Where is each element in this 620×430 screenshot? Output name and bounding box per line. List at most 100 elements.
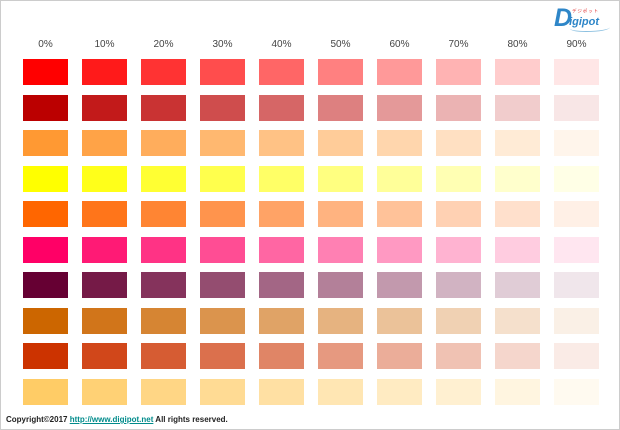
- color-swatch: [554, 201, 599, 227]
- color-swatch: [82, 307, 127, 334]
- column-percent-label: 80%: [507, 39, 528, 50]
- color-swatch: [200, 236, 245, 263]
- color-swatch: [259, 236, 304, 263]
- color-swatch: [141, 165, 186, 192]
- color-swatch: [259, 343, 304, 369]
- column-percent-label: 0%: [38, 39, 53, 50]
- color-swatch: [82, 94, 127, 121]
- color-swatch: [554, 59, 599, 85]
- color-swatch: [23, 378, 68, 405]
- color-swatch: [318, 307, 363, 334]
- color-swatch: [554, 94, 599, 121]
- color-swatch: [436, 165, 481, 192]
- color-swatch: [200, 130, 245, 156]
- color-swatch: [436, 59, 481, 85]
- color-swatch: [436, 272, 481, 298]
- color-swatch: [141, 201, 186, 227]
- color-swatch: [495, 236, 540, 263]
- column-percent-label: 10%: [94, 39, 115, 50]
- color-swatch: [495, 272, 540, 298]
- digipot-logo: デジポット Digipot: [554, 4, 612, 34]
- color-swatch: [259, 307, 304, 334]
- color-swatch: [377, 378, 422, 405]
- color-swatch: [554, 165, 599, 192]
- color-swatch: [23, 272, 68, 298]
- color-swatch: [200, 378, 245, 405]
- logo-d-letter: D: [554, 4, 572, 32]
- color-swatch: [141, 236, 186, 263]
- color-swatch: [318, 272, 363, 298]
- color-swatch: [200, 343, 245, 369]
- color-swatch: [82, 59, 127, 85]
- color-swatch: [82, 378, 127, 405]
- color-swatch: [259, 272, 304, 298]
- color-swatch: [436, 307, 481, 334]
- color-swatch: [377, 94, 422, 121]
- color-swatch: [436, 378, 481, 405]
- color-swatch: [141, 378, 186, 405]
- color-swatch: [259, 378, 304, 405]
- color-swatch: [554, 307, 599, 334]
- color-swatch: [554, 130, 599, 156]
- percent-header-row: 0% 10% 20% 30% 40% 50% 60% 70% 80% 90%: [23, 39, 599, 50]
- color-swatch: [377, 236, 422, 263]
- color-swatch: [141, 307, 186, 334]
- color-swatch: [82, 130, 127, 156]
- color-swatch: [141, 343, 186, 369]
- color-swatch: [141, 272, 186, 298]
- color-swatch: [23, 59, 68, 85]
- color-swatch: [318, 165, 363, 192]
- color-swatch: [259, 165, 304, 192]
- color-swatch: [554, 343, 599, 369]
- color-swatch: [200, 201, 245, 227]
- column-percent-label: 30%: [212, 39, 233, 50]
- color-swatch: [23, 236, 68, 263]
- color-swatch: [82, 272, 127, 298]
- color-swatch: [377, 343, 422, 369]
- color-swatch: [200, 165, 245, 192]
- logo-tagline: デジポット: [572, 8, 600, 15]
- color-swatch: [23, 94, 68, 121]
- color-swatch: [82, 343, 127, 369]
- color-swatch: [377, 201, 422, 227]
- color-swatch: [200, 59, 245, 85]
- color-swatch: [23, 343, 68, 369]
- copyright-suffix: All rights reserved.: [153, 415, 228, 424]
- color-swatch: [259, 59, 304, 85]
- color-swatch: [495, 94, 540, 121]
- color-swatch: [554, 378, 599, 405]
- color-swatch: [259, 94, 304, 121]
- color-swatch: [377, 130, 422, 156]
- color-swatch: [495, 201, 540, 227]
- color-swatch: [141, 130, 186, 156]
- color-swatch: [495, 378, 540, 405]
- color-swatch: [259, 201, 304, 227]
- color-swatch: [377, 165, 422, 192]
- color-swatch: [554, 236, 599, 263]
- copyright-link[interactable]: http://www.digipot.net: [69, 415, 154, 424]
- color-swatch: [318, 236, 363, 263]
- copyright-text: Copyright©2017 http://www.digipot.net Al…: [6, 415, 228, 424]
- column-percent-label: 40%: [271, 39, 292, 50]
- color-swatch: [318, 130, 363, 156]
- color-swatch: [495, 59, 540, 85]
- color-swatch: [318, 343, 363, 369]
- color-swatch: [495, 165, 540, 192]
- color-swatch: [82, 236, 127, 263]
- column-percent-label: 60%: [389, 39, 410, 50]
- column-percent-label: 50%: [330, 39, 351, 50]
- color-swatch: [495, 130, 540, 156]
- color-swatch: [318, 201, 363, 227]
- column-percent-label: 70%: [448, 39, 469, 50]
- color-swatch: [259, 130, 304, 156]
- color-swatch: [554, 272, 599, 298]
- color-swatch: [436, 201, 481, 227]
- column-percent-label: 20%: [153, 39, 174, 50]
- color-swatch: [200, 94, 245, 121]
- color-swatch: [141, 59, 186, 85]
- color-swatch: [377, 59, 422, 85]
- color-swatch: [377, 272, 422, 298]
- color-swatch: [141, 94, 186, 121]
- color-swatch: [23, 201, 68, 227]
